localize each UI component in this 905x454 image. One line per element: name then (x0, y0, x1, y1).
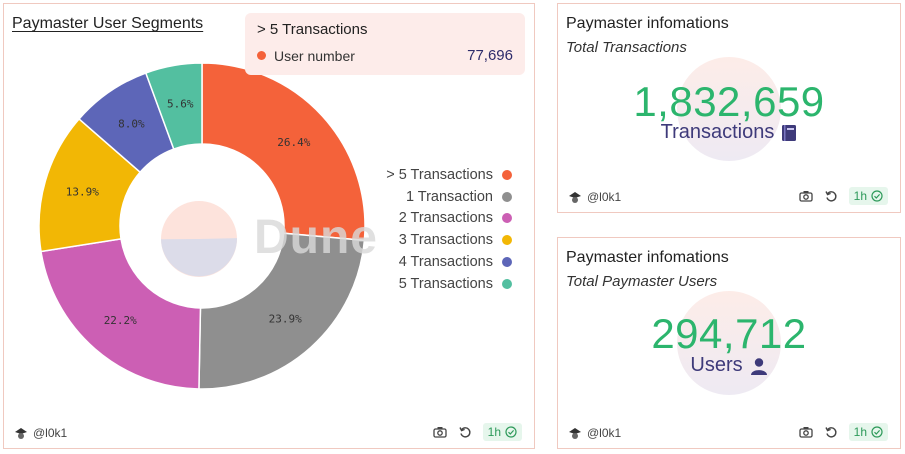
donut-chart: 26.4% 23.9% 22.2% 13.9% 8.0% 5.6% (38, 62, 366, 390)
center-decoration (161, 201, 237, 277)
total-users-value: 294,712 (651, 310, 807, 357)
refresh-interval: 1h (853, 189, 867, 203)
pie-card-title[interactable]: Paymaster User Segments (12, 15, 204, 32)
slice-label: 22.2% (104, 314, 137, 327)
tx-unit: Transactions (558, 121, 900, 144)
tx-card-footer: @l0k1 1h (558, 182, 900, 212)
slice-label: 8.0% (118, 117, 145, 130)
camera-icon[interactable] (797, 423, 815, 441)
legend-color-dot (502, 257, 512, 268)
pie-card-footer: @l0k1 1h (4, 418, 534, 448)
pie-slice[interactable] (198, 232, 366, 390)
total-transactions-card: Paymaster infomations Total Transactions… (557, 3, 901, 213)
tooltip-title: > 5 Transactions (257, 21, 368, 38)
legend-color-dot (502, 191, 512, 202)
users-card-title[interactable]: Paymaster infomations (566, 249, 729, 266)
legend-item[interactable]: > 5 Transactions (386, 164, 512, 186)
refresh-interval: 1h (853, 425, 867, 439)
footer-tools: 1h (789, 423, 888, 441)
pie-slice[interactable] (144, 62, 203, 150)
total-users-card: Paymaster infomations Total Paymaster Us… (557, 237, 901, 449)
chart-tooltip: > 5 Transactions User number 77,696 (245, 13, 525, 75)
users-card-subtitle: Total Paymaster Users (566, 273, 718, 290)
check-circle-icon (871, 426, 883, 438)
users-unit: Users (558, 354, 900, 377)
avatar-icon (569, 192, 581, 203)
counter-bubble (677, 57, 781, 161)
pie-slice[interactable] (40, 237, 202, 390)
refresh-interval-badge[interactable]: 1h (482, 423, 522, 441)
legend-label: > 5 Transactions (386, 166, 493, 183)
user-segments-card: Paymaster User Segments 26.4% 23.9% 22.2% 1… (3, 3, 535, 449)
refresh-interval-badge[interactable]: 1h (848, 423, 888, 441)
legend-item[interactable]: 1 Transaction (386, 186, 512, 208)
users-unit-label: Users (690, 354, 743, 376)
refresh-interval: 1h (487, 425, 501, 439)
tooltip-label: User number (274, 47, 355, 64)
footer-tools: 1h (423, 423, 522, 441)
slice-label: 26.4% (277, 136, 310, 149)
chart-legend: > 5 Transactions 1 Transaction 2 Transacti… (386, 164, 512, 295)
user-icon (750, 357, 767, 375)
avatar-icon (569, 428, 581, 439)
users-card-footer: @l0k1 1h (558, 418, 900, 448)
counter-bubble (677, 291, 781, 395)
camera-icon[interactable] (797, 187, 815, 205)
legend-item[interactable]: 5 Transactions (386, 273, 512, 295)
author-name: @l0k1 (33, 426, 68, 440)
dune-watermark: Dune (254, 211, 378, 264)
pie-slice[interactable] (201, 62, 366, 242)
tx-card-subtitle: Total Transactions (566, 39, 687, 56)
author-link[interactable]: @l0k1 (14, 426, 67, 440)
refresh-icon[interactable] (823, 423, 841, 441)
refresh-interval-badge[interactable]: 1h (848, 187, 888, 205)
author-link[interactable]: @l0k1 (568, 190, 621, 204)
slice-label: 23.9% (269, 313, 302, 326)
legend-item[interactable]: 3 Transactions (386, 229, 512, 251)
footer-tools: 1h (789, 187, 888, 205)
legend-item[interactable]: 4 Transactions (386, 251, 512, 273)
legend-label: 5 Transactions (398, 275, 493, 292)
refresh-icon[interactable] (457, 423, 475, 441)
tooltip-value: 77,696 (467, 47, 513, 64)
legend-label: 3 Transactions (398, 232, 493, 249)
total-transactions-value: 1,832,659 (633, 78, 825, 125)
legend-color-dot (502, 235, 512, 246)
legend-label: 2 Transactions (398, 210, 493, 227)
slice-label: 13.9% (66, 186, 99, 199)
legend-color-dot (502, 213, 512, 224)
camera-icon[interactable] (431, 423, 449, 441)
refresh-icon[interactable] (823, 187, 841, 205)
author-link[interactable]: @l0k1 (568, 426, 621, 440)
tx-unit-label: Transactions (660, 121, 775, 143)
legend-item[interactable]: 2 Transactions (386, 208, 512, 230)
tx-card-title[interactable]: Paymaster infomations (566, 15, 729, 32)
legend-color-dot (502, 278, 512, 289)
check-circle-icon (505, 426, 517, 438)
legend-label: 1 Transaction (405, 188, 493, 205)
check-circle-icon (871, 190, 883, 202)
author-name: @l0k1 (587, 426, 622, 440)
author-name: @l0k1 (587, 190, 622, 204)
tooltip-color-dot (257, 51, 266, 60)
slice-label: 5.6% (167, 97, 194, 110)
tooltip-row: User number 77,696 (257, 47, 513, 64)
legend-color-dot (502, 169, 512, 180)
avatar-icon (15, 428, 27, 439)
book-icon (782, 124, 797, 141)
legend-label: 4 Transactions (398, 254, 493, 271)
